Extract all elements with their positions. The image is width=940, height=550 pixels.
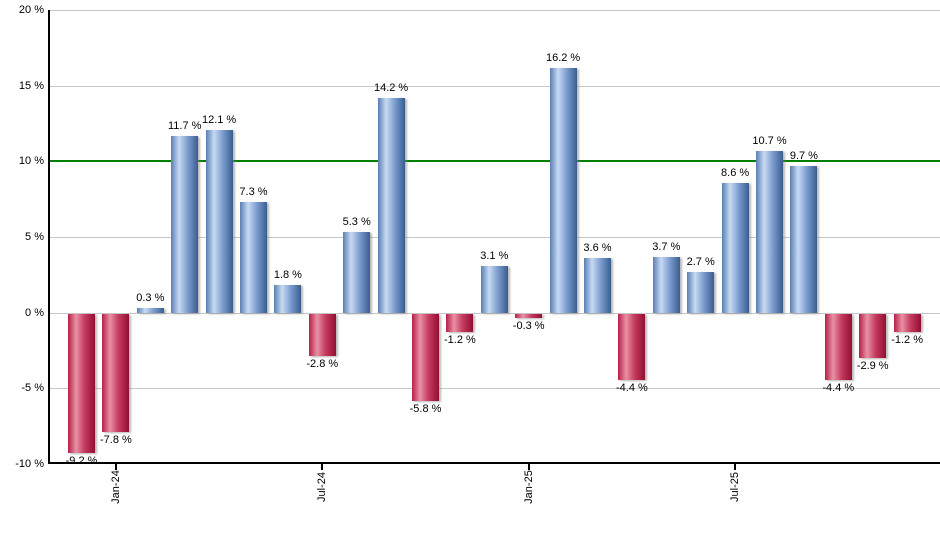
bar-positive bbox=[136, 308, 164, 313]
bar-value-label: 1.8 % bbox=[273, 269, 302, 282]
bar-positive bbox=[480, 265, 508, 313]
bar-positive bbox=[549, 67, 577, 313]
bar-value-label: 3.6 % bbox=[583, 242, 612, 255]
bar-positive bbox=[790, 165, 818, 313]
bar-value-label: -1.2 % bbox=[443, 333, 476, 346]
bar-value-label: 3.7 % bbox=[652, 240, 681, 253]
bar-value-label: 12.1 % bbox=[201, 113, 237, 126]
bar-positive bbox=[584, 258, 611, 313]
bar-value-label: 5.3 % bbox=[342, 216, 371, 229]
gridline-15 bbox=[49, 86, 940, 87]
y-tick-label-0: 0 % bbox=[25, 307, 44, 319]
bar-value-label: -2.9 % bbox=[856, 359, 889, 372]
bar-positive bbox=[240, 202, 267, 313]
bar-negative bbox=[412, 313, 439, 402]
bar-value-label: -0.3 % bbox=[512, 320, 545, 333]
bar-value-label: 11.7 % bbox=[167, 119, 202, 132]
bar-value-label: -7.8 % bbox=[99, 433, 132, 446]
x-axis-tick bbox=[527, 464, 530, 470]
x-axis-tick bbox=[734, 464, 737, 470]
bar-positive bbox=[652, 256, 680, 313]
y-tick-label-5: 5 % bbox=[25, 231, 44, 243]
bar-value-label: -9.2 % bbox=[65, 454, 98, 467]
bar-value-label: -2.8 % bbox=[306, 358, 339, 371]
bar-value-label: 14.2 % bbox=[373, 81, 409, 94]
bar-value-label: 10.7 % bbox=[752, 134, 787, 147]
bar-negative bbox=[515, 313, 543, 319]
gridline-0 bbox=[49, 313, 940, 314]
bar-positive bbox=[687, 271, 715, 313]
y-tick-label-15: 15 % bbox=[18, 80, 44, 92]
x-axis-tick bbox=[114, 464, 117, 470]
x-tick-label-Jan-25: Jan-25 bbox=[522, 470, 535, 504]
bar-positive bbox=[171, 135, 199, 313]
bar-value-label: -4.4 % bbox=[615, 382, 648, 395]
bar-value-label: 3.1 % bbox=[480, 249, 509, 262]
bar-positive bbox=[205, 129, 233, 313]
bar-positive bbox=[274, 285, 302, 313]
x-tick-label-Jul-25: Jul-25 bbox=[729, 472, 742, 502]
gridline--5 bbox=[49, 388, 940, 389]
x-axis-tick bbox=[321, 464, 324, 470]
bar-positive bbox=[756, 150, 783, 313]
y-tick-label-20: 20 % bbox=[18, 4, 44, 16]
bar-value-label: 7.3 % bbox=[239, 186, 268, 199]
bar-positive bbox=[377, 97, 405, 313]
x-tick-label-Jul-24: Jul-24 bbox=[316, 472, 329, 502]
gridline-20 bbox=[49, 10, 940, 11]
bar-negative bbox=[893, 313, 921, 332]
bar-value-label: -4.4 % bbox=[822, 382, 855, 395]
bar-negative bbox=[618, 313, 646, 381]
x-tick-label-Jan-24: Jan-24 bbox=[109, 470, 122, 504]
bar-value-label: 16.2 % bbox=[545, 51, 581, 64]
x-axis-line bbox=[48, 462, 940, 464]
bar-value-label: 2.7 % bbox=[686, 255, 715, 268]
bar-value-label: -5.8 % bbox=[409, 403, 442, 416]
bar-negative bbox=[68, 313, 95, 453]
bar-positive bbox=[343, 232, 371, 313]
y-tick-label--5: -5 % bbox=[21, 382, 44, 394]
bar-negative bbox=[824, 313, 852, 381]
bar-value-label: -1.2 % bbox=[891, 333, 923, 346]
y-tick-label--10: -10 % bbox=[15, 458, 44, 470]
y-tick-label-10: 10 % bbox=[18, 155, 44, 167]
bar-positive bbox=[721, 182, 749, 313]
bar-negative bbox=[446, 313, 474, 332]
y-axis-line bbox=[48, 10, 50, 464]
bar-value-label: 0.3 % bbox=[136, 292, 165, 305]
bar-negative bbox=[859, 313, 887, 358]
bar-negative bbox=[102, 313, 130, 432]
bar-value-label: 9.7 % bbox=[789, 149, 818, 162]
bar-negative bbox=[308, 313, 336, 357]
bar-value-label: 8.6 % bbox=[721, 166, 750, 179]
